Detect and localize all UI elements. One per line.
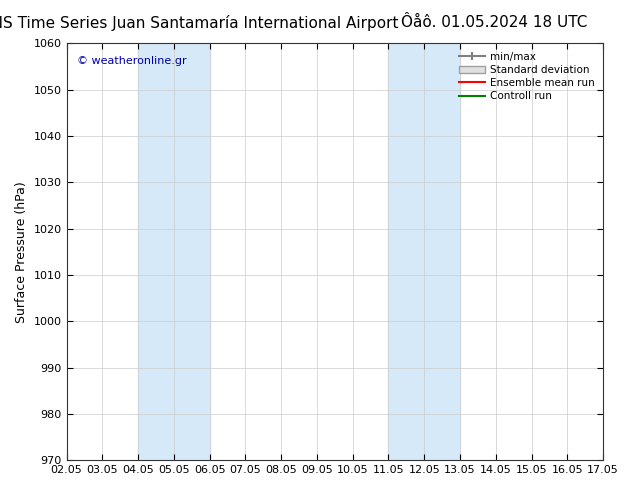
Text: © weatheronline.gr: © weatheronline.gr (77, 56, 187, 66)
Text: Ôåô. 01.05.2024 18 UTC: Ôåô. 01.05.2024 18 UTC (401, 15, 588, 30)
Text: ENS Time Series Juan Santamaría International Airport: ENS Time Series Juan Santamaría Internat… (0, 15, 398, 31)
Bar (138, 44, 210, 460)
Y-axis label: Surface Pressure (hPa): Surface Pressure (hPa) (15, 181, 28, 323)
Bar (389, 44, 460, 460)
Legend: min/max, Standard deviation, Ensemble mean run, Controll run: min/max, Standard deviation, Ensemble me… (456, 49, 598, 104)
